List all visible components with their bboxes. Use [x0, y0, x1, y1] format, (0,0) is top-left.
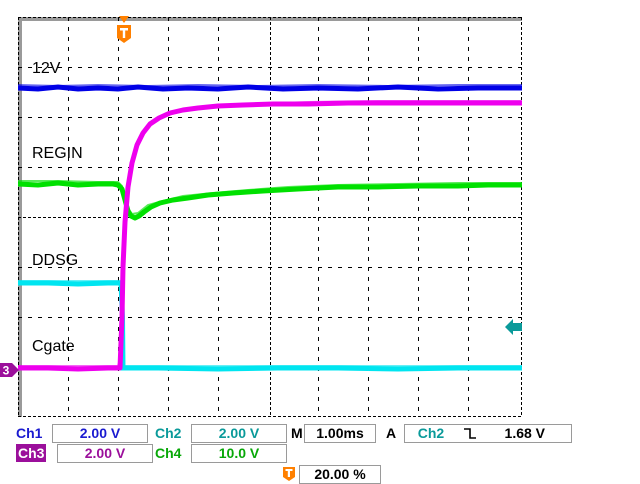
readout-ch3-label[interactable]: Ch3	[16, 444, 47, 462]
readout-ch3-value[interactable]: 2.00 V	[57, 444, 153, 463]
trigger-slope-falling-edge-icon	[463, 428, 476, 439]
svg-text:3: 3	[3, 364, 10, 378]
trigger-level-arrow-icon[interactable]	[504, 318, 524, 336]
trigger-position-percent-value[interactable]: 20.00 %	[299, 465, 381, 484]
readout-ch1-label[interactable]: Ch1	[16, 425, 43, 441]
readout-ch1-value[interactable]: 2.00 V	[52, 424, 148, 443]
timebase-prefix: M	[291, 425, 303, 441]
waveform-canvas	[18, 83, 522, 372]
waveform-label-regin: REGIN	[32, 145, 83, 162]
timebase-value[interactable]: 1.00ms	[304, 424, 376, 443]
waveform-label-cgate: Cgate	[32, 338, 75, 355]
readout-ch2-value[interactable]: 2.00 V	[191, 424, 287, 443]
trace-12v	[18, 83, 522, 92]
trigger-mode-letter: A	[386, 425, 397, 441]
waveform-label-12v: 12V	[32, 60, 61, 77]
readout-ch2-label[interactable]: Ch2	[155, 425, 182, 441]
waveform-label-ddsg: DDSG	[32, 252, 79, 269]
trace-cgate	[18, 100, 522, 372]
trigger-level-value: 1.68 V	[504, 425, 546, 441]
readout-row-3: 20.00 %	[0, 465, 640, 484]
readout-row-1: Ch1 2.00 V Ch2 2.00 V M 1.00ms A Ch2 1.6…	[0, 424, 640, 443]
trigger-source: Ch2	[417, 425, 445, 441]
graticule-grid	[18, 17, 522, 417]
trigger-position-percent-icon	[283, 467, 295, 481]
channel3-ground-marker-icon[interactable]: 3	[0, 360, 20, 380]
trigger-position-marker-icon[interactable]	[116, 16, 132, 44]
trigger-readout-box[interactable]: Ch2 1.68 V	[404, 424, 572, 443]
readout-ch4-value[interactable]: 10.0 V	[191, 444, 287, 463]
trace-ddsg	[18, 280, 522, 372]
readout-row-2: Ch3 2.00 V Ch4 10.0 V	[0, 444, 640, 463]
readout-bar: Ch1 2.00 V Ch2 2.00 V M 1.00ms A Ch2 1.6…	[0, 424, 640, 484]
trace-regin	[18, 180, 522, 221]
readout-ch4-label[interactable]: Ch4	[155, 445, 182, 461]
